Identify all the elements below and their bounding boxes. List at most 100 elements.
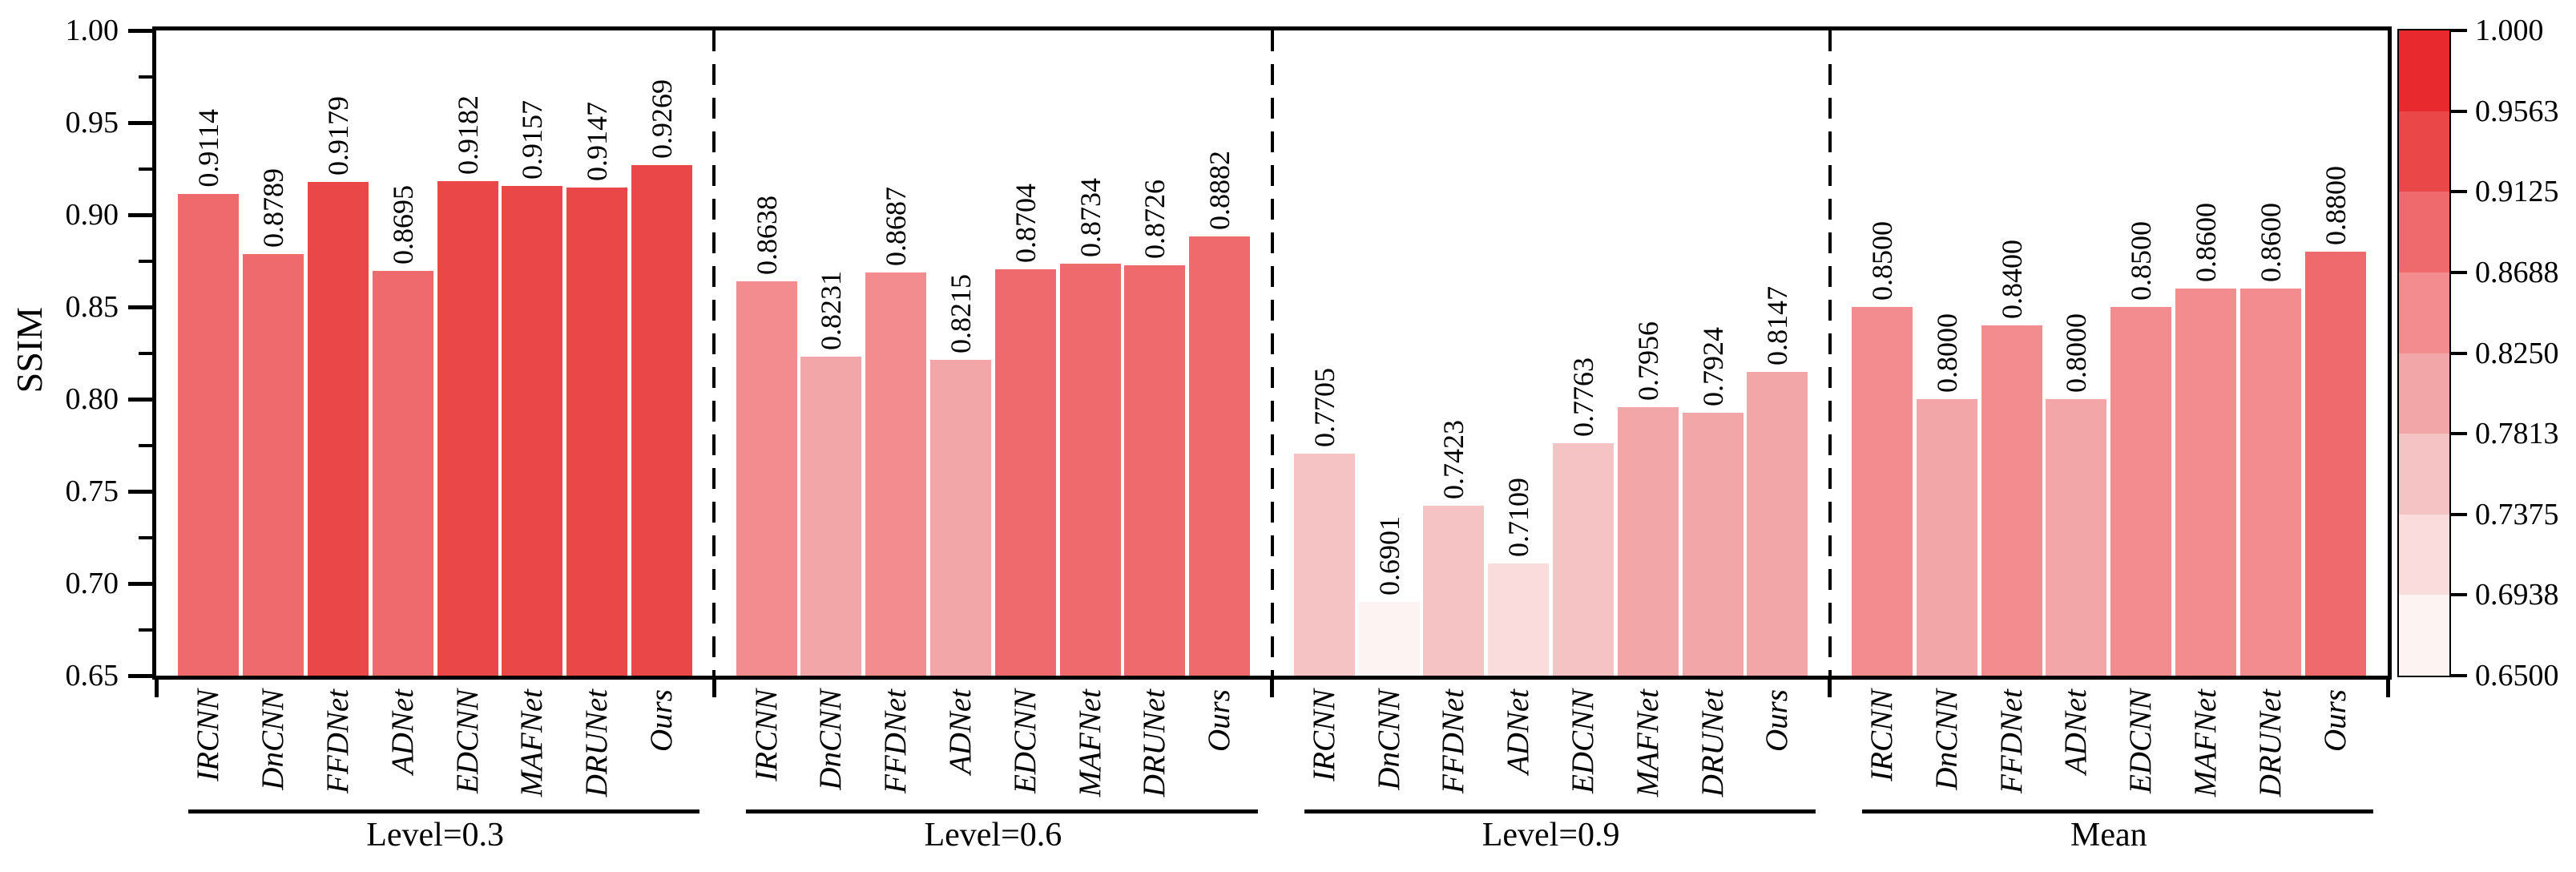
bar-value-label: 0.8000 xyxy=(1930,313,1963,393)
x-tick-label-ffdnet: FFDNet xyxy=(320,689,355,793)
bar-level-0.3-mafnet xyxy=(502,185,563,676)
bar-level-0.9-edcnn xyxy=(1553,442,1615,676)
colorbar-tick xyxy=(2451,190,2467,194)
bar-value-label: 0.9179 xyxy=(321,95,354,176)
colorbar-segment xyxy=(2399,514,2449,595)
bar-level-0.6-ffdnet xyxy=(865,272,927,676)
bar-level-0.9-adnet xyxy=(1488,563,1550,676)
y-major-tick xyxy=(128,397,152,402)
group-underline xyxy=(188,809,700,813)
colorbar-tick-label: 0.6500 xyxy=(2475,659,2559,692)
x-tick-label-ircnn: IRCNN xyxy=(191,689,226,781)
bar-value-label: 0.8695 xyxy=(386,185,419,265)
x-tick-label-adnet: ADNet xyxy=(1501,689,1536,775)
x-tick-label-mafnet: MAFNet xyxy=(2188,689,2223,797)
bar-value-label: 0.7763 xyxy=(1567,357,1600,437)
bar-value-label: 0.8000 xyxy=(2060,313,2093,393)
bar-level-0.6-mafnet xyxy=(1059,264,1121,676)
bar-level-0.6-ours xyxy=(1189,236,1251,676)
x-tick-label-ircnn: IRCNN xyxy=(1306,689,1341,781)
bar-level-0.9-ours xyxy=(1747,372,1808,676)
x-tick-label-adnet: ADNet xyxy=(385,689,420,775)
group-underline xyxy=(746,809,1258,813)
x-tick-label-edcnn: EDCNN xyxy=(1566,689,1601,794)
y-minor-tick xyxy=(139,351,152,355)
bar-value-label: 0.8400 xyxy=(1995,240,2028,319)
y-minor-tick xyxy=(139,167,152,171)
group-label-level-0.3: Level=0.3 xyxy=(366,817,505,854)
bar-mean-drunet xyxy=(2239,289,2301,676)
bar-level-0.6-ircnn xyxy=(736,281,797,676)
bar-level-0.6-edcnn xyxy=(994,269,1056,676)
x-tick-label-ours: Ours xyxy=(1202,689,1237,753)
group-label-level-0.9: Level=0.9 xyxy=(1482,817,1620,854)
bar-level-0.6-dncnn xyxy=(800,356,862,676)
x-tick-label-ffdnet: FFDNet xyxy=(1993,689,2029,793)
bar-level-0.9-ffdnet xyxy=(1423,505,1485,676)
y-major-tick xyxy=(128,212,152,217)
bar-value-label: 0.7924 xyxy=(1696,327,1729,407)
group-underline xyxy=(1304,809,1816,813)
panel-separator xyxy=(1828,30,1832,676)
bar-mean-ircnn xyxy=(1852,307,1913,676)
y-major-tick xyxy=(128,305,152,309)
bar-mean-ours xyxy=(2304,252,2366,676)
bar-level-0.3-edcnn xyxy=(437,181,498,676)
y-minor-tick xyxy=(139,628,152,632)
y-major-tick xyxy=(128,489,152,494)
plot-frame xyxy=(152,26,2392,680)
x-tick-label-edcnn: EDCNN xyxy=(449,689,485,794)
y-tick-label: 0.90 xyxy=(65,198,119,232)
bar-value-label: 0.9147 xyxy=(581,102,614,182)
y-tick-label: 0.70 xyxy=(65,567,119,600)
colorbar-tick-label: 0.8688 xyxy=(2475,255,2559,289)
y-tick-label: 0.75 xyxy=(65,474,119,508)
bar-level-0.6-drunet xyxy=(1124,265,1186,676)
bar-level-0.9-drunet xyxy=(1682,413,1744,676)
bar-level-0.3-dncnn xyxy=(243,253,304,676)
bar-value-label: 0.8882 xyxy=(1203,151,1236,231)
colorbar-tick xyxy=(2451,270,2467,274)
x-tick-label-drunet: DRUNet xyxy=(1137,689,1172,797)
colorbar-tick-label: 0.8250 xyxy=(2475,336,2559,370)
colorbar-tick-label: 0.6938 xyxy=(2475,578,2559,612)
x-axis-tick xyxy=(2385,680,2390,697)
bar-value-label: 0.8231 xyxy=(815,270,848,350)
colorbar-segment xyxy=(2399,30,2449,112)
y-tick-label: 1.00 xyxy=(65,14,119,47)
x-tick-label-mafnet: MAFNet xyxy=(514,689,550,797)
bar-value-label: 0.8500 xyxy=(1866,221,1899,301)
bar-level-0.3-ffdnet xyxy=(307,181,369,676)
panel-separator xyxy=(712,30,716,676)
colorbar-tick xyxy=(2451,512,2467,516)
colorbar-tick-label: 0.9563 xyxy=(2475,94,2559,128)
y-minor-tick xyxy=(139,535,152,539)
bar-mean-dncnn xyxy=(1916,399,1977,676)
y-tick-label: 0.95 xyxy=(65,106,119,139)
colorbar-segment xyxy=(2399,192,2449,273)
bar-level-0.9-mafnet xyxy=(1617,407,1679,676)
colorbar-tick xyxy=(2451,29,2467,32)
x-tick-label-dncnn: DnCNN xyxy=(1371,689,1406,790)
x-axis-tick xyxy=(154,680,159,697)
colorbar-segment xyxy=(2399,595,2449,676)
y-major-tick xyxy=(128,581,152,586)
colorbar-tick xyxy=(2451,593,2467,597)
colorbar-tick-label: 1.000 xyxy=(2475,14,2544,47)
x-tick-label-dncnn: DnCNN xyxy=(256,689,291,790)
y-tick-label: 0.85 xyxy=(65,290,119,324)
colorbar-segment xyxy=(2399,353,2449,434)
bar-value-label: 0.7705 xyxy=(1308,367,1340,447)
x-tick-label-drunet: DRUNet xyxy=(1695,689,1730,797)
y-major-tick xyxy=(128,120,152,125)
bar-value-label: 0.8704 xyxy=(1009,184,1042,264)
bar-value-label: 0.8600 xyxy=(2190,203,2223,282)
x-tick-label-ours: Ours xyxy=(2317,689,2352,753)
bar-value-label: 0.9182 xyxy=(451,95,484,176)
panel-separator xyxy=(1270,30,1274,676)
x-tick-label-drunet: DRUNet xyxy=(2252,689,2288,797)
bar-mean-edcnn xyxy=(2110,307,2172,676)
bar-value-label: 0.8789 xyxy=(257,168,290,248)
x-tick-label-dncnn: DnCNN xyxy=(1929,689,1964,790)
bar-level-0.3-adnet xyxy=(372,271,433,676)
